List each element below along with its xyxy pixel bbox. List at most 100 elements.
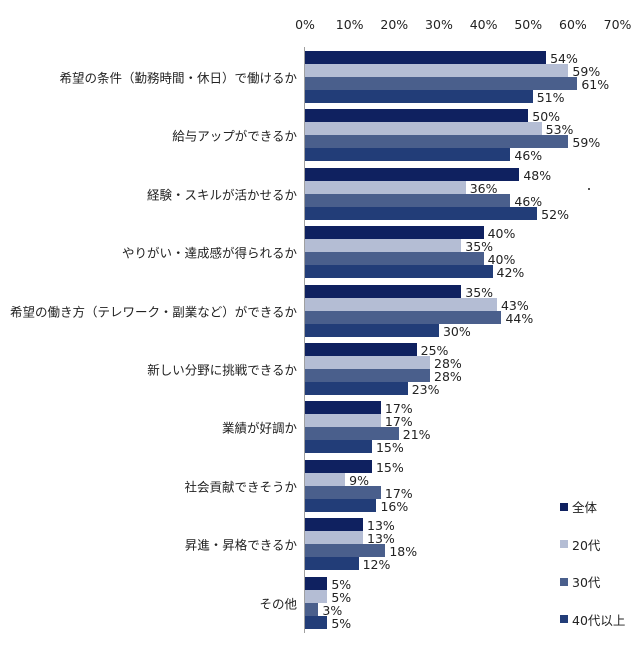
category-label: 希望の条件（勤務時間・休日）で働けるか: [59, 70, 297, 86]
bar: [305, 427, 399, 441]
x-tick-label: 40%: [469, 17, 498, 32]
value-label: 12%: [362, 557, 391, 573]
bar: [305, 369, 431, 382]
value-label: 17%: [384, 414, 413, 430]
value-label: 35%: [465, 239, 494, 255]
value-label: 54%: [550, 51, 578, 66]
category-label: 昇進・昇格できるか: [184, 537, 297, 553]
category-label: やりがい・達成感が得られるか: [121, 245, 297, 261]
bar: [305, 602, 319, 616]
legend-item: 20代: [560, 535, 600, 554]
bar: [305, 576, 328, 590]
legend-item: 全体: [560, 497, 597, 516]
value-label: 5%: [331, 589, 352, 605]
bar: [305, 77, 578, 90]
bar: [305, 544, 386, 558]
value-label: 15%: [375, 459, 404, 475]
x-tick-label: 50%: [514, 17, 543, 32]
bar: [305, 440, 372, 454]
bar: [305, 148, 511, 162]
value-label: 9%: [349, 472, 370, 488]
bar: [305, 109, 529, 123]
value-label: 17%: [384, 401, 413, 417]
x-tick-label: 70%: [603, 17, 632, 32]
legend-swatch-icon: [560, 577, 568, 586]
legend-swatch-icon: [560, 615, 568, 623]
value-label: 36%: [469, 180, 498, 196]
bar: [305, 356, 431, 369]
value-label: 50%: [532, 109, 561, 125]
bar: [305, 589, 328, 603]
bar: [305, 239, 462, 253]
legend-item: 30代: [560, 572, 600, 591]
value-label: 53%: [545, 122, 574, 138]
bar: [305, 343, 417, 356]
bar: [305, 51, 547, 64]
bar: [305, 485, 381, 499]
value-label: 44%: [505, 310, 534, 326]
legend-label: 30代: [572, 575, 601, 590]
category-label: 社会貢献できそうか: [184, 479, 297, 495]
value-label: 52%: [541, 206, 569, 222]
bar: [305, 297, 497, 311]
value-label: 43%: [500, 297, 529, 313]
value-label: 25%: [420, 343, 449, 358]
value-label: 28%: [434, 356, 462, 371]
bar: [305, 498, 377, 512]
bar: [305, 615, 328, 629]
value-label: 46%: [514, 148, 543, 164]
value-label: 59%: [572, 64, 601, 79]
value-label: 35%: [465, 284, 494, 300]
bar: [305, 472, 346, 486]
value-label: 42%: [496, 265, 525, 281]
bar: [305, 122, 542, 136]
category-label: 新しい分野に挑戦できるか: [147, 362, 297, 378]
bar: [305, 90, 533, 103]
x-tick-label: 10%: [335, 17, 364, 32]
value-label: 59%: [572, 135, 601, 151]
value-label: 40%: [487, 252, 516, 268]
value-label: 18%: [389, 544, 418, 560]
value-label: 21%: [402, 427, 431, 443]
value-label: 16%: [380, 498, 409, 514]
y-axis-line: [304, 47, 305, 633]
value-label: 28%: [434, 369, 462, 384]
category-label: 業績が好調か: [221, 420, 297, 436]
bar: [305, 310, 502, 324]
value-label: 13%: [367, 518, 395, 534]
x-tick-label: 60%: [558, 17, 587, 32]
bar: [305, 323, 439, 337]
legend-label: 20代: [572, 537, 601, 553]
bar: [305, 531, 364, 545]
bar: [305, 265, 493, 279]
value-label: 5%: [331, 576, 352, 592]
bar: [305, 226, 484, 240]
bar: [305, 206, 538, 220]
bar: [305, 180, 466, 194]
bar: [305, 557, 359, 571]
legend-label: 40代以上: [572, 612, 626, 628]
bar: [305, 252, 484, 266]
bar: [305, 459, 372, 473]
value-label: 23%: [411, 382, 440, 397]
bar: [305, 401, 381, 415]
x-tick-label: 0%: [295, 17, 315, 32]
category-label: その他: [259, 596, 297, 612]
legend-item: 40代以上: [560, 610, 625, 629]
value-label: 17%: [384, 485, 413, 501]
category-label: 希望の働き方（テレワーク・副業など）ができるか: [9, 304, 297, 320]
value-label: 15%: [375, 440, 404, 456]
bar: [305, 64, 569, 77]
legend-swatch-icon: [560, 502, 568, 511]
value-label: 40%: [487, 226, 516, 242]
value-label: 51%: [536, 90, 565, 105]
legend-label: 全体: [572, 500, 598, 515]
value-label: 13%: [367, 531, 395, 547]
bar: [305, 518, 364, 532]
value-label: 30%: [442, 323, 471, 339]
value-label: 46%: [514, 193, 543, 209]
value-label: 61%: [581, 77, 610, 92]
bar: [305, 382, 408, 395]
bar: [305, 414, 381, 428]
